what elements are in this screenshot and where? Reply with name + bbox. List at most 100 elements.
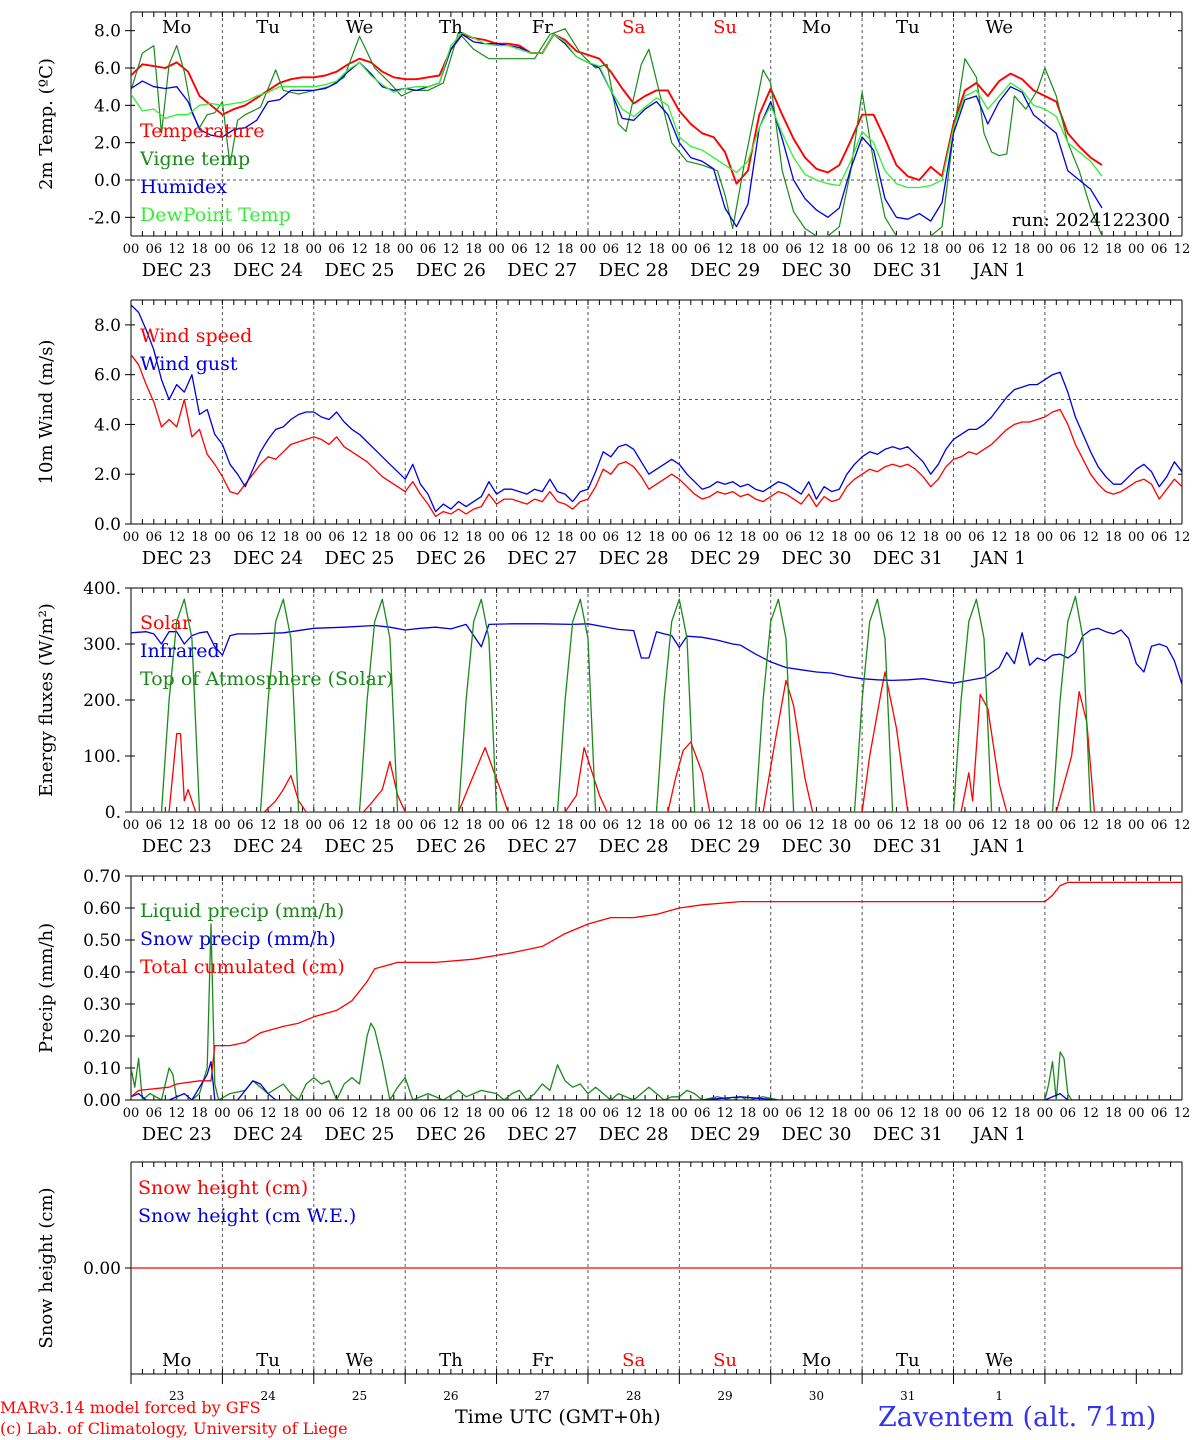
hour-tick-label: 12	[534, 242, 551, 257]
date-label: JAN 1	[971, 548, 1026, 569]
date-label: DEC 25	[324, 836, 394, 857]
series-line-1	[131, 671, 1182, 812]
date-label: DEC 25	[324, 548, 394, 569]
hour-tick-label: 18	[831, 1106, 848, 1121]
hour-tick-label: 00	[123, 530, 140, 545]
date-label: DEC 31	[873, 1124, 943, 1145]
weekday-label: We	[985, 1350, 1013, 1371]
x-minor-ticks	[130, 1162, 1183, 1374]
hour-tick-label: 06	[237, 1106, 254, 1121]
hour-tick-label: 00	[214, 242, 231, 257]
series-line-2	[131, 28, 1103, 236]
hour-tick-label: 12	[991, 242, 1008, 257]
hour-tick-label: 06	[603, 242, 620, 257]
hour-tick-label: 18	[922, 530, 939, 545]
day-number-label: 27	[535, 1389, 550, 1403]
y-tick-label: 0.70	[83, 867, 121, 887]
hour-tick-label: 12	[808, 242, 825, 257]
hour-tick-label: 00	[945, 818, 962, 833]
day-number-label: 24	[260, 1389, 276, 1403]
weekday-label: Mo	[162, 17, 191, 38]
date-label: DEC 30	[781, 836, 851, 857]
hour-tick-label: 12	[351, 242, 368, 257]
hour-tick-label: 06	[237, 242, 254, 257]
date-label: DEC 27	[507, 1124, 577, 1145]
series-line-2	[131, 623, 1182, 685]
hour-tick-label: 18	[465, 242, 482, 257]
hour-tick-label: 00	[397, 530, 414, 545]
date-label: DEC 29	[690, 836, 760, 857]
y-tick-label: 400.	[83, 579, 121, 599]
y-tick-label: 200.	[83, 691, 121, 711]
legend-entry: Snow precip (mm/h)	[140, 928, 336, 950]
hour-tick-label: 06	[877, 242, 894, 257]
y-tick-label: 6.0	[94, 366, 121, 386]
hour-tick-label: 12	[1174, 818, 1191, 833]
hour-tick-label: 18	[1014, 242, 1031, 257]
hour-tick-label: 12	[808, 1106, 825, 1121]
hour-tick-label: 00	[306, 242, 323, 257]
y-tick-label: 4.0	[94, 415, 121, 435]
hour-tick-label: 18	[465, 530, 482, 545]
hour-tick-label: 12	[260, 1106, 277, 1121]
series-line-1	[131, 33, 1103, 185]
weekday-label: We	[985, 17, 1013, 38]
hour-tick-label: 06	[146, 530, 163, 545]
weekday-label: Tu	[896, 17, 920, 38]
date-label: DEC 24	[233, 836, 303, 857]
hour-tick-label: 06	[603, 1106, 620, 1121]
hour-tick-label: 18	[283, 242, 300, 257]
weekday-label: Mo	[162, 1350, 191, 1371]
hour-tick-label: 18	[1105, 1106, 1122, 1121]
hour-tick-label: 12	[168, 1106, 185, 1121]
hour-tick-label: 06	[603, 818, 620, 833]
hour-tick-label: 06	[877, 818, 894, 833]
hour-tick-label: 18	[1014, 530, 1031, 545]
hour-tick-label: 06	[328, 530, 345, 545]
hour-tick-label: 18	[740, 1106, 757, 1121]
hour-tick-label: 06	[1059, 1106, 1076, 1121]
hour-tick-label: 12	[443, 242, 460, 257]
hour-tick-label: 06	[146, 242, 163, 257]
date-label: DEC 28	[599, 260, 669, 281]
hour-tick-label: 00	[306, 530, 323, 545]
hour-tick-label: 18	[648, 818, 665, 833]
date-label: DEC 27	[507, 548, 577, 569]
date-label: DEC 31	[873, 836, 943, 857]
hour-tick-label: 06	[1151, 1106, 1168, 1121]
date-label: DEC 26	[416, 260, 486, 281]
legend-entry: DewPoint Temp	[140, 204, 291, 226]
hour-tick-label: 00	[488, 530, 505, 545]
hour-tick-label: 00	[306, 818, 323, 833]
day-number-label: 23	[169, 1389, 184, 1403]
legend-entry: Total cumulated (cm)	[140, 956, 345, 978]
hour-tick-label: 18	[283, 818, 300, 833]
y-tick-label: 0.10	[83, 1059, 121, 1079]
hour-tick-label: 00	[580, 242, 597, 257]
weekday-label: Fr	[532, 1350, 553, 1371]
series-line-1	[131, 354, 1182, 518]
hour-tick-label: 12	[625, 530, 642, 545]
date-label: DEC 28	[599, 1124, 669, 1145]
date-label: DEC 31	[873, 260, 943, 281]
y-axis-label: Energy fluxes (W/m²)	[36, 603, 57, 797]
hour-tick-label: 00	[762, 242, 779, 257]
hour-tick-label: 18	[191, 530, 208, 545]
y-tick-label: 0.50	[83, 931, 121, 951]
hour-tick-label: 06	[694, 818, 711, 833]
hour-tick-label: 12	[260, 242, 277, 257]
hour-tick-label: 06	[420, 530, 437, 545]
hour-tick-label: 00	[762, 1106, 779, 1121]
chart-panel-4: 0.00 0.10 0.20 0.30 0.40 0.50 0.60 0.70 Precip (…	[36, 867, 1190, 1145]
credit-line-2: (c) Lab. of Climatology, University of L…	[0, 1419, 348, 1438]
y-axis-label: 2m Temp. (ºC)	[36, 58, 57, 190]
date-label: JAN 1	[971, 836, 1026, 857]
hour-tick-label: 06	[968, 242, 985, 257]
hour-tick-label: 12	[351, 530, 368, 545]
hour-tick-label: 06	[1059, 818, 1076, 833]
hour-tick-label: 12	[168, 530, 185, 545]
x-axis-label: Time UTC (GMT+0h)	[455, 1406, 661, 1428]
hour-tick-label: 12	[443, 530, 460, 545]
y-tick-label: 0.60	[83, 899, 121, 919]
hour-tick-label: 00	[671, 242, 688, 257]
